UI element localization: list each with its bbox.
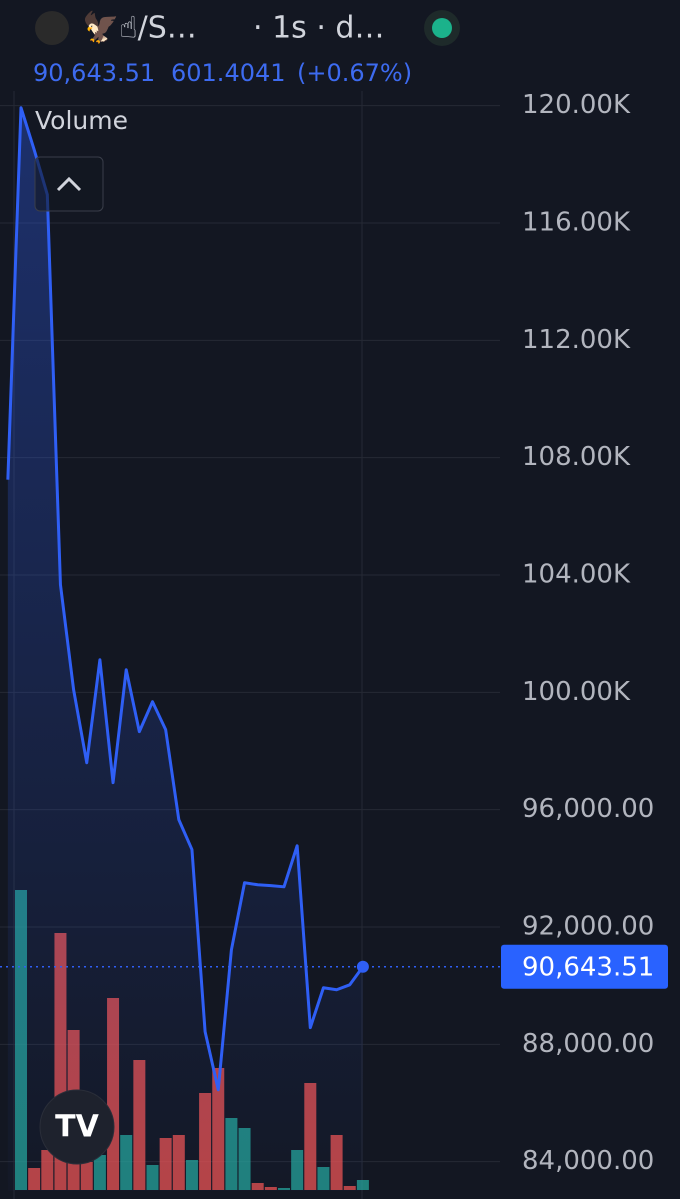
volume-title: Volume — [35, 106, 128, 135]
last-point — [356, 960, 369, 973]
status-dot — [432, 18, 452, 38]
collapse-button[interactable] — [34, 156, 104, 212]
header-price: 90,643.51 — [33, 59, 155, 87]
y-tick-label: 84,000.00 — [522, 1146, 654, 1176]
y-tick-label: 104.00K — [522, 560, 631, 590]
logo-mark: TV — [55, 1110, 99, 1145]
symbol: 🦅☝/S… — [82, 9, 197, 46]
header-change: 601.4041 — [171, 59, 286, 87]
logo[interactable] — [39, 1089, 115, 1165]
y-tick-label: 96,000.00 — [522, 794, 654, 824]
area — [7, 107, 363, 1192]
price-box — [501, 944, 668, 989]
y-tick-label: 120.00K — [522, 90, 631, 120]
header-change-pct: (+0.67%) — [297, 59, 412, 87]
price-label: 90,643.51 — [522, 952, 654, 982]
chevron-icon — [56, 176, 82, 192]
y-tick-label: 116.00K — [522, 208, 631, 238]
interval: · 1s · d… — [253, 11, 384, 46]
y-tick-label: 108.00K — [522, 442, 631, 472]
line — [6, 106, 365, 1092]
plot: 120.00K 116.00K 112.00K 108.00K 104.00K 100.0… — [0, 90, 668, 1192]
y-tick-label: 88,000.00 — [522, 1029, 654, 1059]
y-tick-label: 92,000.00 — [522, 912, 654, 942]
y-tick-label: 112.00K — [522, 325, 631, 355]
y-tick-label: 100.00K — [522, 677, 631, 707]
avatar — [35, 11, 69, 45]
